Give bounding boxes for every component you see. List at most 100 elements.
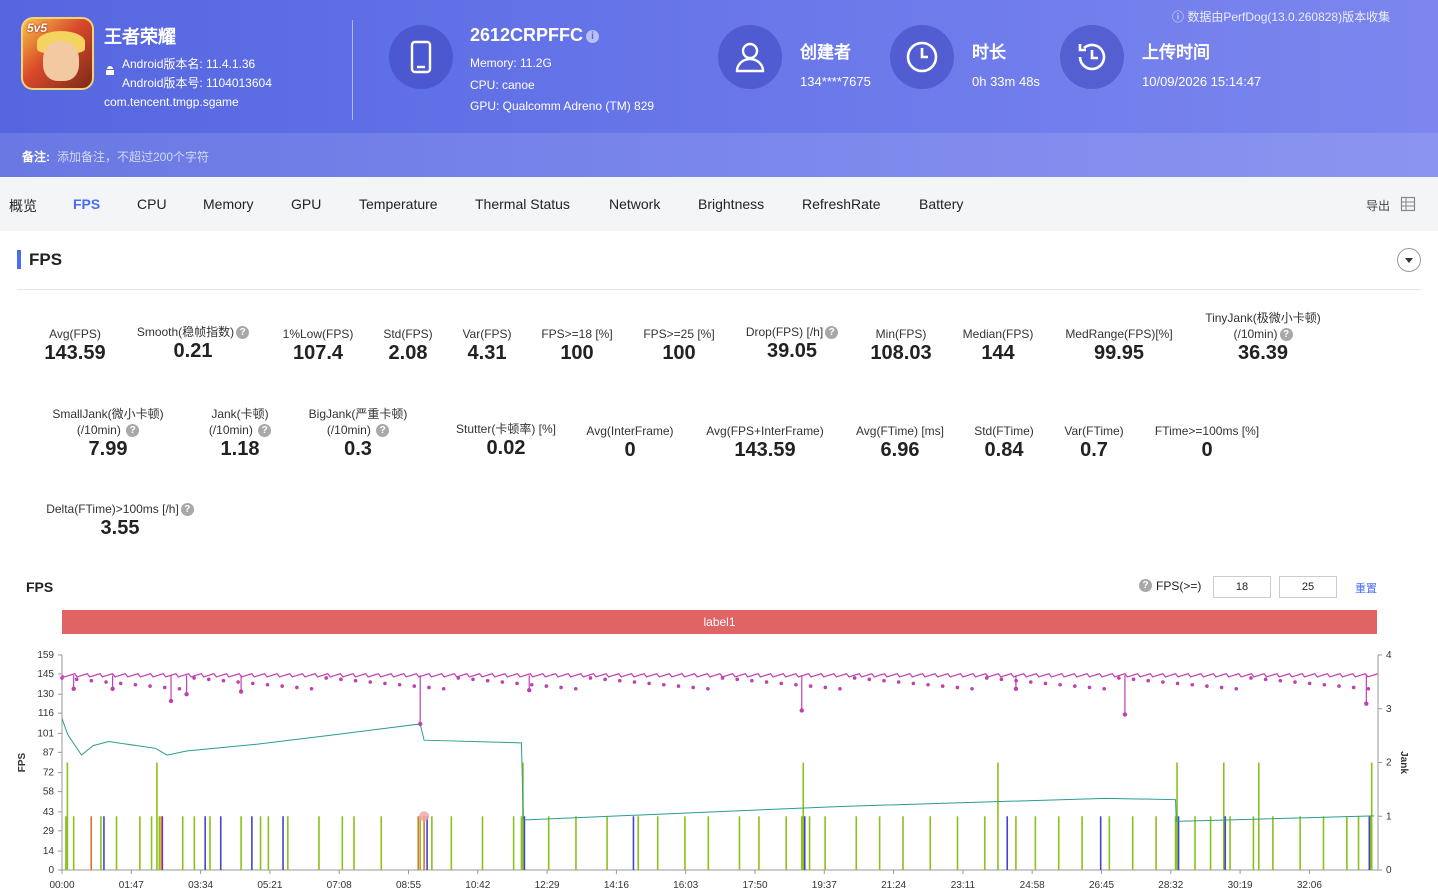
stat-label: SmallJank(微小卡顿) — [52, 407, 164, 421]
fps-point — [397, 682, 402, 687]
fps-point — [1278, 678, 1283, 683]
device-badge — [389, 25, 453, 89]
stat-ftime-ge-100: FTime>=100ms [%] 0 — [1144, 423, 1270, 462]
help-icon[interactable]: ? — [825, 326, 839, 340]
export-button[interactable]: 导出 — [1366, 199, 1391, 213]
stat-value: 7.99 — [88, 438, 128, 460]
stat-label: BigJank(严重卡顿) — [308, 407, 408, 421]
stat-medrange-fps: MedRange(FPS)[%] 99.95 — [1056, 326, 1182, 365]
stat-label-text: Drop(FPS) [/h] — [745, 325, 824, 339]
y2-tick-label: 1 — [1386, 811, 1392, 822]
tab-brightness[interactable]: Brightness — [698, 196, 765, 212]
fps-point — [617, 678, 622, 683]
fps-point — [280, 684, 284, 688]
stat-value: 100 — [560, 342, 594, 364]
notes-input[interactable]: 添加备注，不超过200个字符 — [57, 150, 210, 164]
stat-label: Jank(卡顿) — [211, 407, 269, 421]
fps-point — [882, 678, 886, 683]
fps-point — [1190, 682, 1195, 687]
tab-temperature[interactable]: Temperature — [359, 196, 438, 212]
y-tick-label: 58 — [43, 787, 55, 798]
x-tick-label: 10:42 — [465, 880, 490, 891]
package-name: com.tencent.tmgp.sgame — [104, 95, 239, 109]
stat-std-fps: Std(FPS) 2.08 — [372, 326, 444, 365]
section-title: FPS — [29, 250, 63, 269]
fps-point — [500, 680, 505, 684]
stat-label: Stutter(卡顿率) [%] — [455, 422, 556, 436]
tab-gpu[interactable]: GPU — [291, 196, 322, 212]
tab-network[interactable]: Network — [609, 196, 661, 212]
fps-point — [1249, 676, 1253, 680]
fps-point — [911, 681, 916, 686]
device-gpu: GPU: Qualcomm Adreno (TM) 829 — [470, 99, 655, 113]
x-tick-label: 17:50 — [742, 880, 767, 891]
fps-point — [808, 684, 813, 688]
tab-battery[interactable]: Battery — [919, 196, 964, 212]
stat-value: 144 — [981, 342, 1015, 364]
fps-point — [1014, 678, 1018, 683]
label-band[interactable]: label1 — [62, 610, 1377, 634]
stat-label: Min(FPS) — [875, 327, 927, 341]
section-divider — [17, 289, 1421, 290]
tab-memory[interactable]: Memory — [203, 196, 254, 212]
stat-value: 0.02 — [486, 437, 526, 459]
tab-overview[interactable]: 概览 — [9, 198, 37, 214]
reset-button[interactable]: 重置 — [1355, 583, 1377, 595]
stat-var-ftime: Var(FTime) 0.7 — [1054, 423, 1134, 462]
tab-refresh-rate[interactable]: RefreshRate — [802, 196, 881, 212]
tab-cpu[interactable]: CPU — [137, 196, 167, 212]
help-icon[interactable]: ? — [376, 424, 390, 438]
fps-point — [838, 687, 842, 691]
help-icon[interactable]: ? — [258, 424, 272, 438]
fps-point — [471, 677, 475, 682]
duration-title: 时长 — [972, 43, 1006, 62]
fps-dip-point — [799, 708, 804, 713]
fps-point — [412, 684, 417, 688]
device-name-text: 2612CRPFFC — [470, 25, 584, 45]
stat-label: Avg(FPS+InterFrame) — [706, 424, 824, 438]
fps-point — [1028, 680, 1033, 684]
y-tick-label: 0 — [48, 865, 54, 876]
x-tick-label: 30:19 — [1228, 880, 1253, 891]
stat-avg-fps-interframe: Avg(FPS+InterFrame) 143.59 — [694, 423, 836, 462]
fps-point — [1293, 680, 1297, 684]
phone-icon — [410, 40, 432, 74]
fps-dip-point — [238, 689, 244, 694]
x-tick-label: 08:55 — [396, 880, 421, 891]
tab-thermal-status[interactable]: Thermal Status — [475, 196, 570, 212]
stat-value: 0.3 — [344, 438, 372, 460]
device-info-icon[interactable]: i — [586, 29, 600, 43]
y2-tick-label: 4 — [1386, 650, 1392, 661]
fps-point — [1146, 678, 1151, 683]
collapse-button[interactable] — [1397, 248, 1421, 272]
fps-point — [309, 687, 314, 691]
report-header: 5v5 王者荣耀 Android版本名: 11.4.1.36 Android版本… — [0, 0, 1438, 177]
stat-value: 2.08 — [388, 342, 428, 364]
stat-label: Std(FTime) — [974, 424, 1034, 438]
fps-point — [691, 685, 695, 690]
series-secondary-line — [61, 718, 1375, 822]
fps-dip-point — [1364, 701, 1369, 706]
fps-point — [427, 685, 431, 690]
help-icon[interactable]: ? — [126, 424, 140, 438]
stat-value: 99.95 — [1093, 342, 1145, 364]
fps-dip-point — [418, 721, 423, 727]
series-fps-line — [61, 673, 1379, 678]
export-table-icon[interactable] — [1400, 196, 1416, 212]
tab-fps[interactable]: FPS — [73, 196, 101, 212]
threshold-input-2[interactable]: 25 — [1279, 576, 1337, 598]
fps-dip-point — [1013, 686, 1019, 692]
help-icon[interactable]: ? — [180, 503, 194, 517]
fps-chart[interactable]: 0 14 29 43 58 72 87 101 116 130 145 159 0 1 2 3 4 00:00 01… — [0, 640, 1438, 895]
stat-fps-ge-18: FPS>=18 [%] 100 — [532, 326, 622, 365]
help-icon[interactable]: ? — [1279, 328, 1293, 342]
x-tick-label: 32:06 — [1297, 880, 1322, 891]
y-tick-label: 43 — [43, 807, 55, 818]
stat-smalljank: SmallJank(微小卡顿) (/10min) ? 7.99 — [36, 406, 180, 461]
fps-point — [940, 684, 945, 688]
threshold-input-1[interactable]: 18 — [1213, 576, 1271, 598]
fps-point — [1366, 687, 1371, 691]
stat-bigjank: BigJank(严重卡顿) (/10min) ? 0.3 — [298, 406, 418, 461]
threshold-help-icon[interactable]: ? — [1139, 579, 1152, 592]
help-icon[interactable]: ? — [236, 326, 250, 340]
